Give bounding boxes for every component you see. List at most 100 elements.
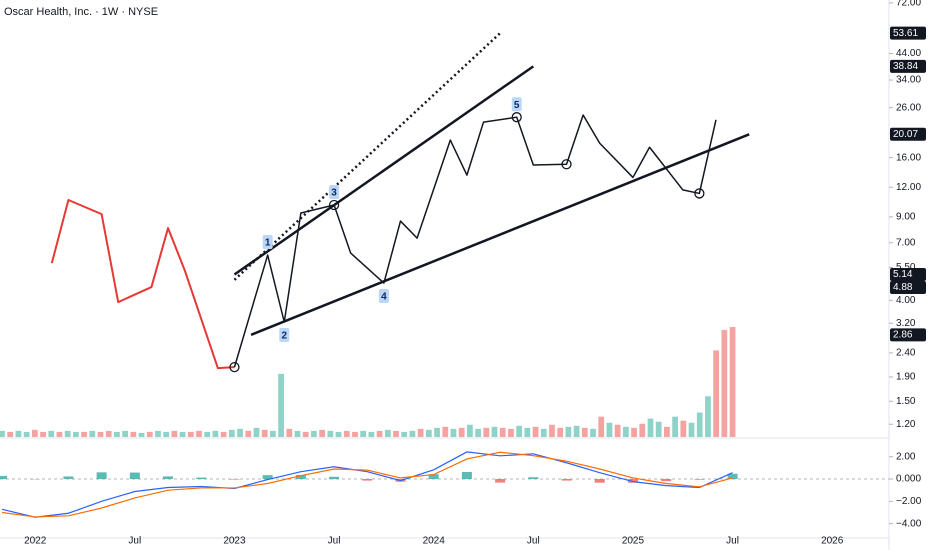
volume-bar [278, 373, 284, 437]
x-tick-label: 2023 [223, 536, 246, 547]
volume-bar [122, 430, 129, 437]
volume-bar [425, 429, 432, 437]
macd-histogram-bar [129, 472, 140, 480]
volume-bar [286, 428, 293, 437]
volume-bar [40, 431, 46, 437]
price-line [50, 199, 235, 370]
volume-bar [360, 430, 367, 437]
macd-histogram-bar [163, 476, 174, 480]
volume-bar [302, 431, 309, 437]
wave-label: 2 [281, 331, 287, 342]
volume-bar [237, 428, 243, 437]
volume-bar [631, 427, 637, 437]
volume-bar [450, 428, 457, 437]
price-label: 20.07 [893, 129, 918, 140]
trend-line [233, 65, 535, 276]
volume-bar [81, 431, 87, 437]
y-tick-label: 1.90 [896, 372, 916, 383]
volume-bar [590, 428, 596, 437]
volume-bar [664, 426, 670, 437]
macd-signal-line [1, 451, 733, 518]
volume-bar [409, 430, 416, 437]
volume-bar [721, 330, 728, 437]
volume-bar [384, 429, 391, 437]
macd-histogram-bar [229, 479, 240, 480]
macd-histogram-bar [362, 479, 373, 481]
y-tick-label: 9.00 [896, 211, 916, 222]
price-label-box [890, 268, 926, 282]
macd-histogram-bar [661, 479, 672, 482]
x-tick-label: 2024 [423, 536, 446, 547]
volume-bar [639, 423, 646, 437]
volume-bar [713, 350, 720, 437]
y-tick-label: 4.00 [896, 295, 916, 306]
volume-bar [204, 431, 211, 437]
volume-bar [155, 430, 161, 437]
wave-label-box [279, 328, 290, 343]
volume-bar [253, 427, 260, 437]
macd-histogram-bar [63, 476, 74, 480]
volume-bar [598, 416, 605, 437]
pivot-marker [229, 361, 240, 373]
volume-bar [56, 431, 63, 437]
volume-bar [294, 430, 301, 437]
price-label-box [890, 328, 926, 342]
volume-bar [343, 430, 350, 437]
volume-bar [705, 396, 711, 437]
x-tick-label: 2022 [24, 536, 47, 547]
volume-bar [187, 431, 194, 437]
volume-bar [212, 430, 219, 437]
macd-histogram-bar [461, 471, 472, 480]
price-label-box [890, 127, 926, 141]
macd-histogram-bar [495, 479, 506, 483]
volume-bar [31, 429, 38, 437]
volume-bar [319, 429, 326, 437]
macd-histogram-bar [594, 479, 605, 483]
volume-bar [130, 431, 137, 437]
volume-bar [458, 427, 465, 437]
volume-bar [89, 430, 96, 437]
wave-label: 4 [381, 292, 387, 303]
wave-label-box [511, 97, 522, 112]
volume-bar [622, 426, 629, 437]
x-tick-label: Jul [328, 536, 341, 547]
price-label: 38.84 [893, 61, 918, 72]
volume-bar [532, 426, 539, 437]
volume-bar [565, 426, 572, 437]
y-tick-label: 5.50 [896, 262, 916, 273]
macd-tick-label: 2.00 [896, 451, 916, 462]
volume-bar [647, 418, 654, 437]
volume-bar [540, 428, 547, 437]
price-line [233, 114, 717, 368]
y-tick-label: 72.00 [896, 0, 921, 8]
price-label-box [890, 26, 926, 40]
wave-label: 1 [265, 238, 271, 249]
y-tick-label: 1.50 [896, 396, 916, 407]
macd-macd-line [1, 451, 733, 518]
volume-bar [352, 431, 358, 437]
macd-histogram-bar [561, 479, 572, 481]
volume-bar [672, 416, 678, 437]
volume-bar [335, 431, 342, 437]
volume-bar [261, 429, 268, 437]
macd-tick-label: 0.000 [896, 474, 921, 485]
macd-histogram-bar [96, 472, 107, 480]
y-tick-label: 16.00 [896, 152, 921, 163]
wave-label: 3 [331, 188, 337, 199]
volume-bar [311, 430, 317, 437]
pivot-marker [328, 199, 340, 211]
volume-bar [179, 431, 186, 437]
y-tick-label: 3.20 [896, 318, 916, 329]
x-tick-label: Jul [527, 536, 540, 547]
volume-bar [655, 421, 662, 437]
volume-bar [442, 426, 449, 437]
volume-bar [171, 430, 178, 437]
volume-bar [475, 428, 481, 437]
volume-bar [573, 425, 580, 437]
macd-histogram-bar [627, 479, 638, 483]
pivot-marker [694, 188, 705, 199]
volume-bar [614, 424, 621, 437]
volume-bar [401, 431, 408, 437]
wave-label-box [262, 235, 273, 250]
